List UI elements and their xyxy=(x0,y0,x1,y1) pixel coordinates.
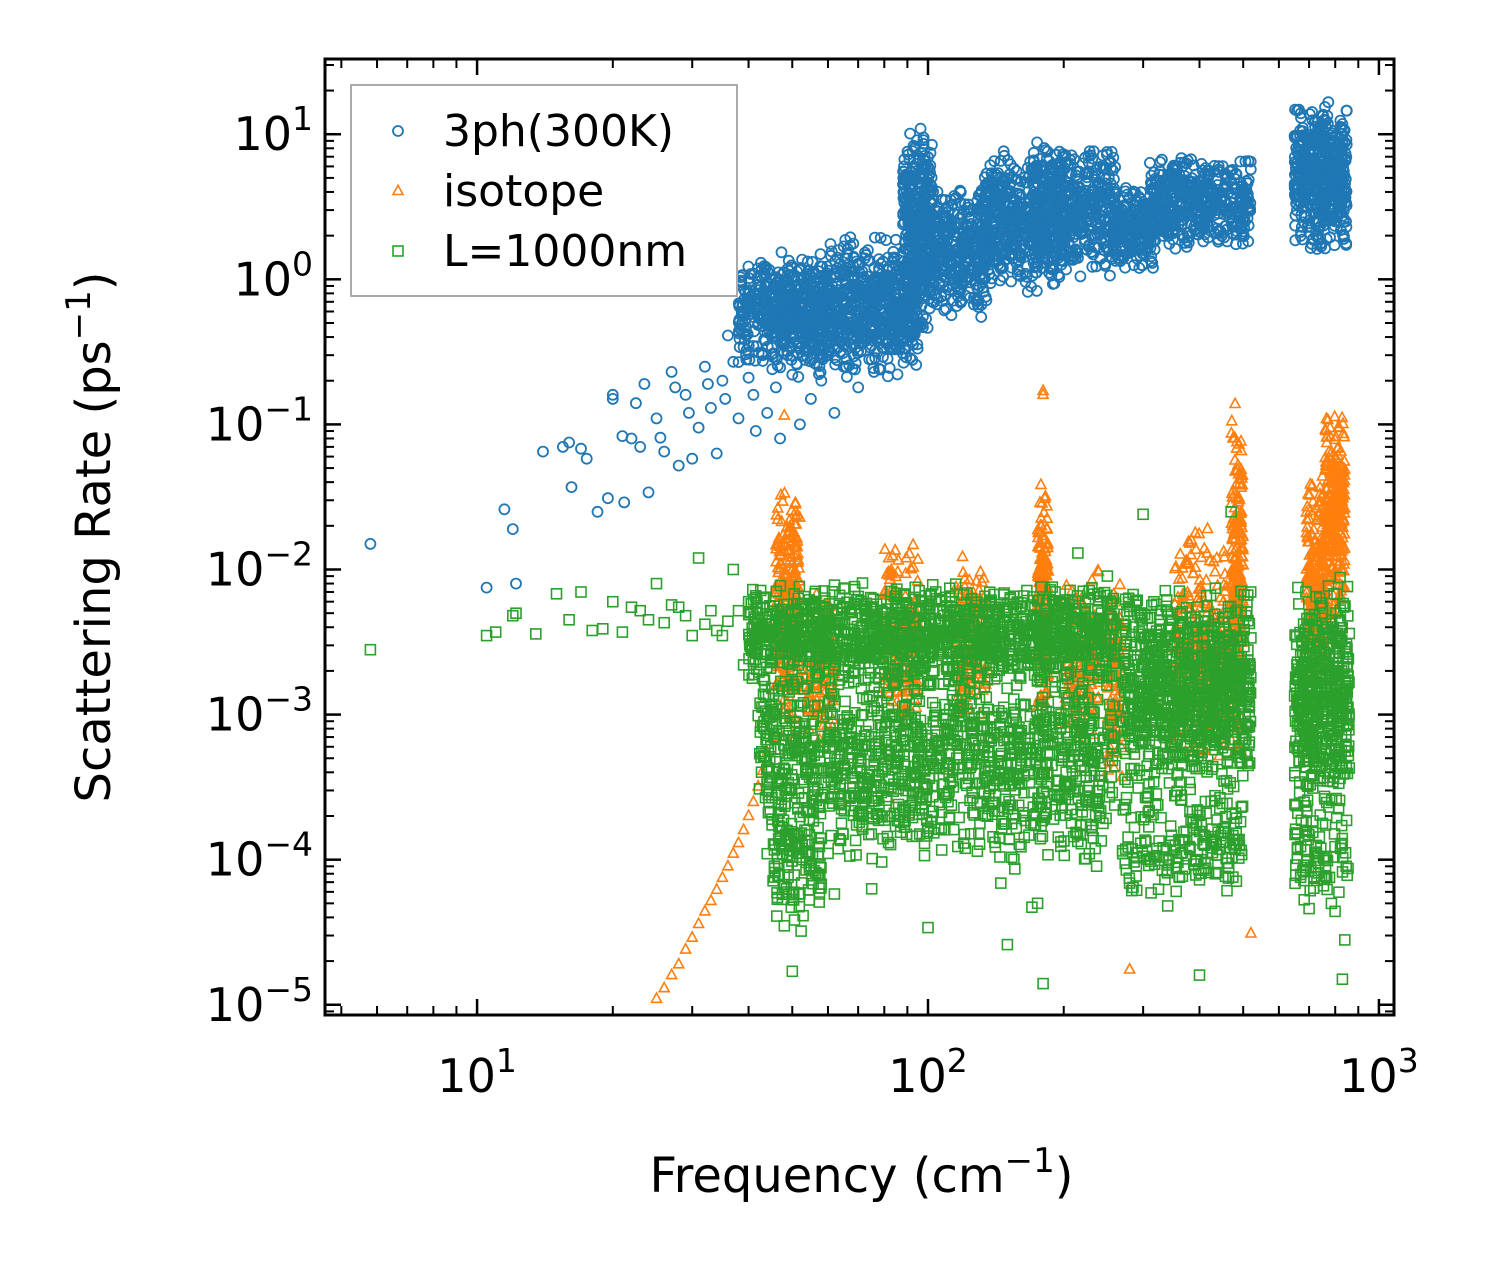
data-point xyxy=(803,283,816,296)
data-point xyxy=(771,359,784,372)
data-point xyxy=(802,322,814,335)
data-point xyxy=(755,280,767,293)
data-point xyxy=(737,298,749,311)
data-point xyxy=(910,358,923,371)
data-point xyxy=(880,234,892,247)
data-point xyxy=(784,323,797,336)
data-point xyxy=(829,255,841,268)
data-point xyxy=(849,341,862,354)
data-point xyxy=(755,256,767,269)
data-point xyxy=(815,278,828,291)
data-point xyxy=(804,319,817,331)
data-point xyxy=(751,262,764,275)
data-point xyxy=(907,338,919,351)
data-point xyxy=(769,271,782,284)
data-point xyxy=(840,353,853,366)
data-point xyxy=(770,276,783,289)
data-point xyxy=(778,266,790,279)
data-point xyxy=(773,300,786,313)
data-point xyxy=(787,275,800,287)
data-point xyxy=(869,231,881,244)
data-layer xyxy=(364,96,1356,1004)
data-point xyxy=(734,322,746,335)
data-point xyxy=(849,357,862,370)
data-point xyxy=(783,284,795,297)
data-point xyxy=(807,284,820,297)
data-point xyxy=(780,326,793,339)
data-point xyxy=(874,257,887,270)
data-point xyxy=(756,355,769,367)
data-point xyxy=(831,251,844,264)
data-point xyxy=(740,325,752,338)
data-point xyxy=(801,255,814,268)
data-point xyxy=(732,356,745,369)
data-point xyxy=(803,335,815,348)
data-point xyxy=(758,333,770,346)
data-point xyxy=(749,354,762,367)
data-point xyxy=(736,305,749,318)
data-point xyxy=(752,303,765,316)
data-point xyxy=(832,340,845,353)
data-point xyxy=(760,279,772,292)
data-point xyxy=(833,308,846,321)
data-point xyxy=(802,264,815,276)
data-point xyxy=(739,329,752,341)
data-point xyxy=(883,362,896,374)
data-point xyxy=(775,246,788,259)
data-point xyxy=(745,296,758,309)
data-point xyxy=(819,331,832,343)
data-point xyxy=(813,360,826,373)
data-point xyxy=(785,259,798,272)
data-point xyxy=(824,238,837,250)
data-point xyxy=(758,260,771,272)
data-point xyxy=(796,253,808,266)
data-point xyxy=(774,361,787,374)
data-point xyxy=(882,370,894,383)
data-point xyxy=(766,322,779,335)
series-0 xyxy=(364,96,1353,594)
data-point xyxy=(742,339,755,352)
data-point xyxy=(843,359,856,372)
data-point xyxy=(806,290,819,303)
data-point xyxy=(793,311,806,324)
data-point xyxy=(778,334,790,347)
data-point xyxy=(852,316,864,329)
data-point xyxy=(784,342,797,355)
data-point xyxy=(816,316,829,329)
data-point xyxy=(740,353,753,366)
data-point xyxy=(732,316,745,329)
data-point xyxy=(822,264,835,277)
data-point xyxy=(792,370,805,383)
